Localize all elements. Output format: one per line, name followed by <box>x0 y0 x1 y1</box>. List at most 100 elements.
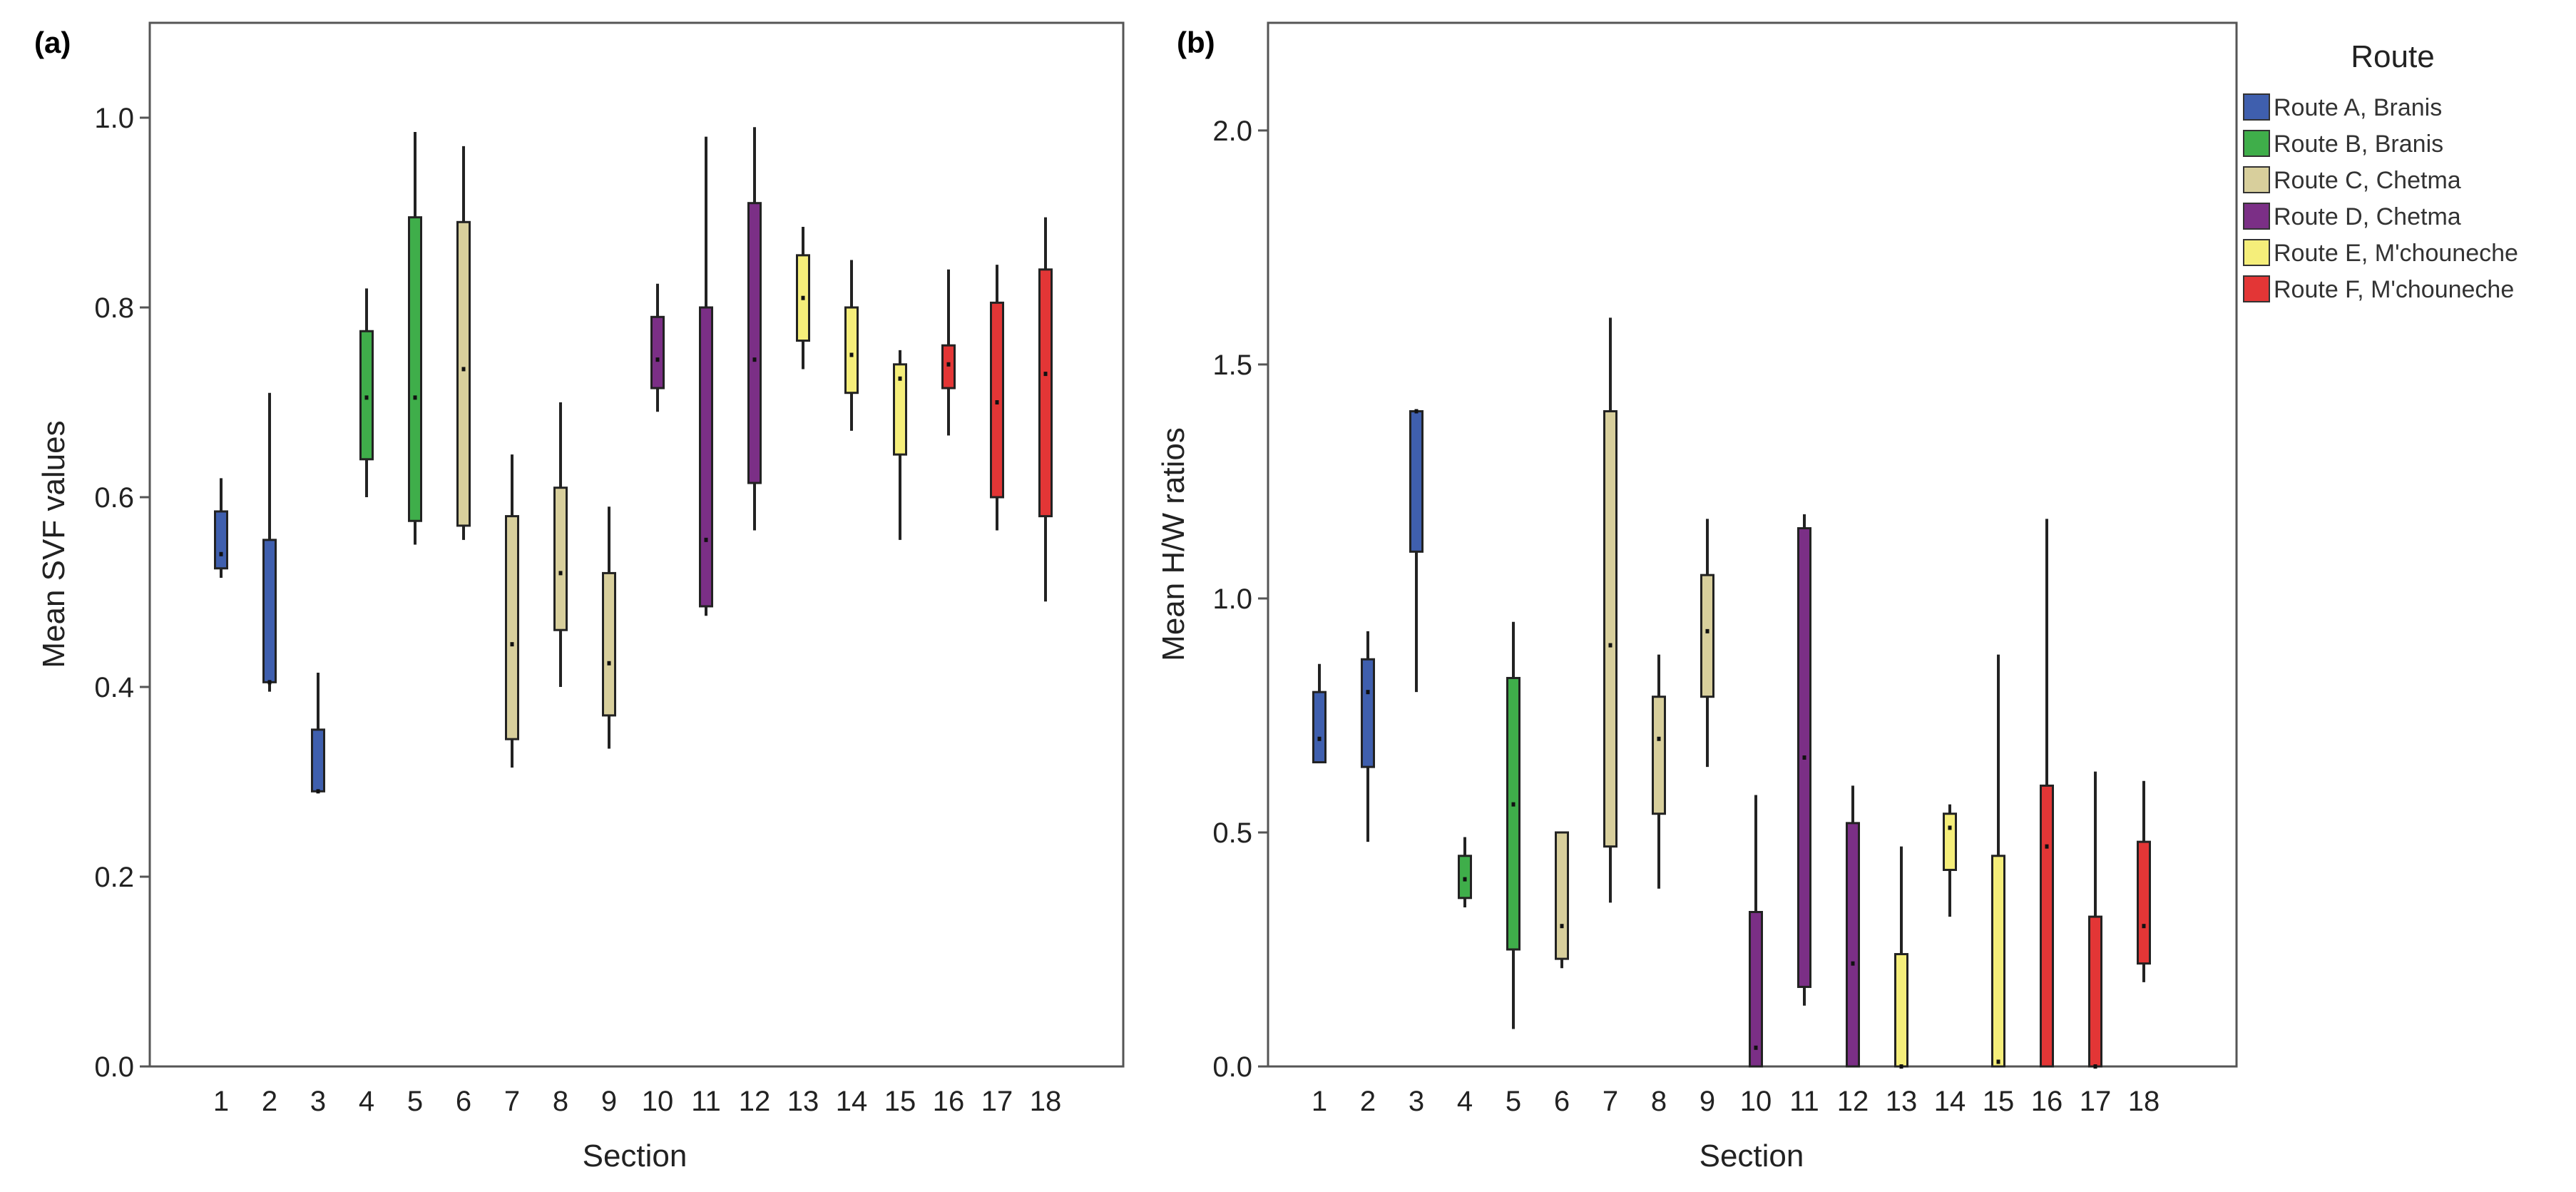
box-section-16 <box>2040 519 2054 1068</box>
x-tick-label: 10 <box>1740 1086 1772 1117</box>
x-tick-label: 17 <box>981 1086 1013 1117</box>
box-section-5 <box>408 131 422 545</box>
legend-title: Route <box>2351 39 2434 74</box>
box-section-7 <box>505 454 519 768</box>
box-iqr <box>359 330 374 461</box>
legend-swatch <box>2243 239 2270 266</box>
x-tick-label: 10 <box>642 1086 674 1117</box>
box-section-2 <box>1361 631 1375 842</box>
box-iqr <box>1312 691 1327 764</box>
panel-a-plot-frame <box>148 21 1125 1068</box>
box-iqr <box>602 571 616 717</box>
y-tick-label: 0.2 <box>94 862 134 893</box>
y-tick-label: 0.4 <box>94 672 134 703</box>
box-section-9 <box>1700 519 1714 768</box>
legend-label: Route F, M'chouneche <box>2274 276 2514 303</box>
box-iqr <box>699 306 713 608</box>
x-tick-label: 13 <box>1886 1086 1918 1117</box>
legend-label: Route D, Chetma <box>2274 203 2461 230</box>
panel-a-x-ticks: 1 2 3 4 5 6 7 8 9 10 11 12 13 14 15 16 17 18 <box>213 1086 1061 1117</box>
legend-label: Route B, Branis <box>2274 131 2443 158</box>
panel-b-y-axis-title: Mean H/W ratios <box>1156 427 1191 661</box>
panel-a-y-axis-title: Mean SVF values <box>36 420 71 668</box>
box-iqr <box>893 363 907 456</box>
box-section-14 <box>844 260 859 431</box>
box-iqr <box>2040 784 2054 1068</box>
legend-entry: Route A, Branis <box>2243 93 2442 121</box>
box-section-13 <box>1894 846 1908 1069</box>
x-tick-label: 8 <box>553 1086 568 1117</box>
box-section-11 <box>1797 514 1811 1006</box>
x-tick-label: 3 <box>1409 1086 1424 1117</box>
box-section-3 <box>311 673 325 794</box>
y-tick-label: 0.5 <box>1212 817 1252 849</box>
box-section-17 <box>990 265 1004 531</box>
box-iqr <box>1506 676 1520 951</box>
legend-entry: Route C, Chetma <box>2243 166 2461 194</box>
box-iqr <box>1038 268 1053 518</box>
panel-a-x-axis-title: Section <box>583 1138 688 1173</box>
box-section-12 <box>747 127 762 531</box>
legend-swatch <box>2243 203 2270 230</box>
route-legend: Route Route A, Branis Route B, Branis Rout… <box>2243 39 2518 303</box>
x-tick-label: 5 <box>1506 1086 1521 1117</box>
x-tick-label: 1 <box>213 1086 229 1117</box>
x-tick-label: 11 <box>1789 1086 1819 1117</box>
box-section-11 <box>699 136 713 616</box>
panel-b-x-ticks: 1 2 3 4 5 6 7 8 9 10 11 12 13 14 15 16 17 18 <box>1312 1086 2160 1117</box>
y-tick-label: 1.0 <box>1212 584 1252 615</box>
box-iqr <box>311 728 325 793</box>
box-iqr <box>1409 410 1424 553</box>
x-tick-label: 13 <box>787 1086 819 1117</box>
box-section-15 <box>893 350 907 540</box>
x-tick-label: 8 <box>1651 1086 1667 1117</box>
x-tick-label: 18 <box>2128 1086 2160 1117</box>
panel-a-svf-chart: (a) Mean SVF values Section 0.0 0.2 0.4 0.6… <box>34 21 1125 1173</box>
x-tick-label: 9 <box>1700 1086 1715 1117</box>
x-tick-label: 15 <box>884 1086 916 1117</box>
x-tick-label: 5 <box>407 1086 423 1117</box>
panel-b-label: (b) <box>1177 26 1215 59</box>
box-section-1 <box>214 478 228 579</box>
x-tick-label: 6 <box>1554 1086 1570 1117</box>
x-tick-label: 18 <box>1030 1086 1062 1117</box>
box-iqr <box>408 216 422 522</box>
box-section-10 <box>650 283 665 412</box>
box-iqr <box>1458 855 1472 900</box>
box-iqr <box>1603 410 1617 848</box>
legend-swatch <box>2243 166 2270 193</box>
x-tick-label: 15 <box>1983 1086 2015 1117</box>
box-iqr <box>1991 855 2005 1068</box>
legend-label: Route A, Branis <box>2274 94 2442 121</box>
box-section-8 <box>1652 654 1666 889</box>
box-section-1 <box>1312 663 1327 764</box>
legend-entry: Route D, Chetma <box>2243 203 2461 230</box>
box-iqr <box>747 202 762 484</box>
x-tick-label: 16 <box>933 1086 965 1117</box>
box-iqr <box>262 539 277 683</box>
box-iqr <box>1652 696 1666 815</box>
box-iqr <box>844 306 859 394</box>
x-tick-label: 6 <box>456 1086 471 1117</box>
x-tick-label: 3 <box>310 1086 326 1117</box>
x-tick-label: 12 <box>739 1086 771 1117</box>
box-iqr <box>941 344 956 389</box>
x-tick-label: 12 <box>1837 1086 1869 1117</box>
panel-b-y-ticks: 0.0 0.5 1.0 1.5 2.0 <box>1212 116 1268 1083</box>
box-section-8 <box>553 402 568 687</box>
x-tick-label: 16 <box>2031 1086 2063 1117</box>
y-tick-label: 0.0 <box>1212 1051 1252 1083</box>
box-section-5 <box>1506 621 1520 1029</box>
box-section-18 <box>2137 780 2151 982</box>
x-tick-label: 4 <box>1457 1086 1473 1117</box>
legend-swatch <box>2243 93 2270 121</box>
box-iqr <box>990 301 1004 499</box>
x-tick-label: 2 <box>1360 1086 1376 1117</box>
x-tick-label: 11 <box>691 1086 721 1117</box>
box-section-4 <box>359 288 374 497</box>
panel-a-y-ticks: 0.0 0.2 0.4 0.6 0.8 1.0 <box>94 103 150 1083</box>
y-tick-label: 2.0 <box>1212 116 1252 147</box>
legend-label: Route E, M'chouneche <box>2274 240 2518 267</box>
panel-a-boxes <box>214 127 1053 794</box>
box-iqr <box>2088 915 2102 1068</box>
